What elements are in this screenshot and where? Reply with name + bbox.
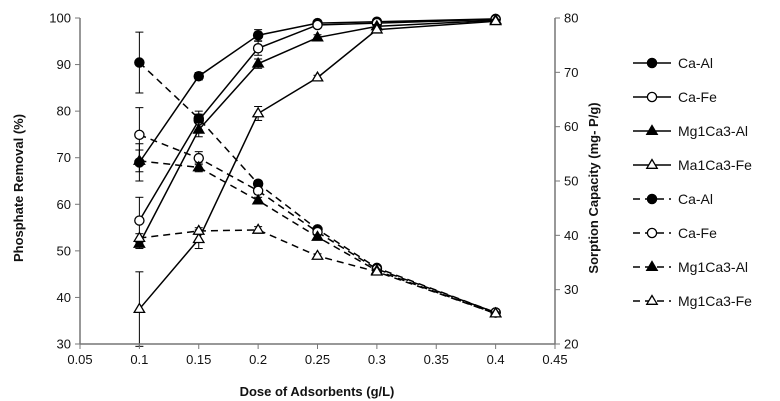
x-tick-label: 0.45 — [542, 352, 567, 367]
y-tick-label: 30 — [57, 337, 71, 352]
data-point — [312, 19, 323, 31]
legend-marker — [645, 294, 659, 305]
series-line — [138, 18, 496, 221]
legend-label: Mg1Ca3-Fe — [678, 293, 752, 309]
series-line — [138, 62, 496, 314]
data-point — [251, 193, 265, 205]
data-point — [251, 223, 265, 234]
series-mg1ca3-fe-right — [133, 223, 502, 318]
x-tick-label: 0.05 — [67, 352, 92, 367]
y2-tick-label: 30 — [564, 282, 578, 297]
y-tick-label: 50 — [57, 243, 71, 258]
data-point — [134, 129, 145, 141]
data-point — [251, 106, 265, 118]
axes: 0.05 0.1 0.15 0.2 0.25 0.3 0.35 0.4 0.45 30 40 50 60… — [49, 11, 578, 368]
data-point — [134, 215, 145, 226]
legend-marker — [646, 227, 658, 239]
y-tick-label: 40 — [57, 290, 71, 305]
legend-item: Ca-Al — [633, 55, 713, 71]
x-tick-label: 0.25 — [305, 352, 330, 367]
x-tick-label: 0.4 — [487, 352, 505, 367]
data-point — [252, 43, 264, 54]
y-tick-label: 70 — [57, 150, 71, 165]
series-mg1ca3-al-right — [133, 149, 502, 318]
series-line — [139, 229, 496, 315]
data-point — [192, 232, 206, 244]
legend-label: Ca-Fe — [678, 225, 717, 241]
series-mg1ca3-al-left — [133, 13, 502, 250]
legend-item: Mg1Ca3-Al — [633, 123, 748, 139]
data-point — [193, 70, 204, 82]
y-tick-label: 80 — [57, 104, 71, 119]
y2-tick-label: 60 — [564, 119, 578, 134]
legend-item: Ca-Fe — [633, 225, 717, 241]
data-point — [192, 122, 206, 134]
legend-label: Ca-Fe — [678, 89, 717, 105]
legend-label: Mg1Ca3-Al — [678, 259, 748, 275]
data-point — [134, 57, 145, 68]
series-line — [138, 19, 496, 245]
data-point — [311, 230, 324, 241]
data-point — [311, 249, 324, 260]
y2-tick-label: 40 — [564, 228, 578, 243]
legend-marker — [645, 158, 659, 169]
legend-label: Ma1Ca3-Fe — [678, 157, 752, 173]
data-point — [370, 22, 384, 34]
legend-item: Mg1Ca3-Al — [633, 259, 748, 275]
legend-marker — [645, 260, 659, 271]
legend-marker — [646, 193, 658, 205]
data-point — [370, 264, 384, 276]
legend-item: Ca-Fe — [633, 89, 717, 105]
y2-tick-label: 20 — [564, 337, 578, 352]
data-point — [133, 231, 146, 243]
y-tick-label: 60 — [57, 197, 71, 212]
data-point — [192, 224, 206, 235]
legend-item: Ma1Ca3-Fe — [633, 157, 752, 173]
x-tick-label: 0.2 — [249, 352, 267, 367]
data-point — [252, 29, 264, 41]
legend-label: Ca-Al — [678, 191, 713, 207]
data-point — [193, 113, 204, 124]
y2-tick-label: 70 — [564, 65, 578, 80]
x-tick-label: 0.1 — [130, 352, 148, 367]
data-point — [251, 56, 265, 68]
data-point — [133, 302, 146, 314]
data-point — [192, 160, 206, 172]
y2-axis-title: Sorption Capacity (mg- P/g) — [586, 102, 601, 273]
y2-tick-label: 80 — [564, 11, 578, 26]
legend-marker — [646, 91, 658, 103]
x-tick-label: 0.15 — [186, 352, 211, 367]
y-tick-label: 90 — [57, 57, 71, 72]
legend-marker — [645, 124, 659, 135]
legend-item: Ca-Al — [633, 191, 713, 207]
series-line — [139, 160, 496, 315]
data-point — [311, 30, 324, 42]
y2-tick-label: 50 — [564, 174, 578, 189]
plot-area — [133, 13, 502, 347]
data-point — [489, 14, 502, 26]
legend: Ca-Al Ca-Fe Mg1Ca3-Al Ma1Ca3-Fe Ca-Al Ca-Fe Mg… — [633, 55, 752, 309]
legend-item: Mg1Ca3-Fe — [633, 293, 752, 309]
data-point — [489, 306, 502, 318]
legend-label: Mg1Ca3-Al — [678, 123, 748, 139]
series-ca-fe-right — [134, 107, 501, 318]
x-tick-label: 0.3 — [368, 352, 386, 367]
data-point — [133, 154, 146, 165]
y-axis-title: Phosphate Removal (%) — [11, 114, 26, 262]
legend-label: Ca-Al — [678, 55, 713, 71]
series-line — [138, 20, 496, 310]
series-line — [138, 18, 496, 163]
legend-marker — [646, 57, 658, 69]
x-tick-label: 0.35 — [424, 352, 449, 367]
series-ma1ca3-fe-left — [133, 14, 502, 347]
y-tick-label: 100 — [49, 11, 71, 26]
data-point — [311, 70, 324, 82]
series-line — [139, 134, 496, 314]
x-axis-title: Dose of Adsorbents (g/L) — [240, 384, 395, 399]
series-ca-fe-left — [134, 14, 501, 245]
